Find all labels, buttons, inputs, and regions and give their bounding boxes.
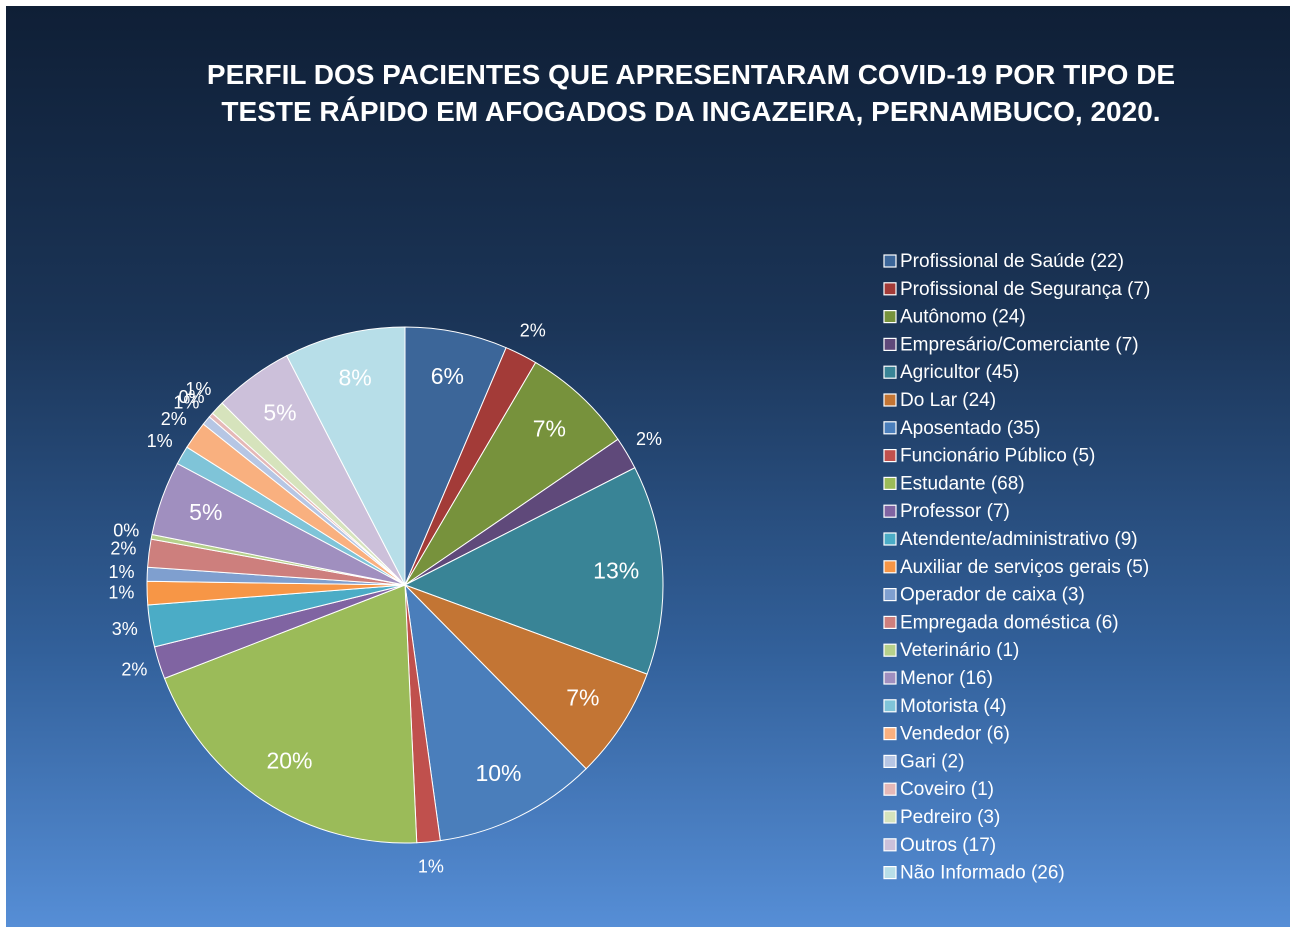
legend-swatch (883, 865, 897, 880)
legend-swatch (883, 560, 897, 574)
legend-swatch (883, 310, 897, 324)
data-label: 1% (147, 431, 173, 451)
pie-slice (163, 584, 418, 844)
legend-label: Outros (17) (900, 835, 996, 856)
legend-swatch (883, 782, 897, 796)
legend-swatch (883, 282, 897, 296)
legend-label: Estudante (68) (900, 473, 1025, 494)
data-label: 2% (110, 539, 136, 559)
legend-label: Empresário/Comerciante (7) (900, 334, 1139, 355)
pie-slice (403, 467, 664, 675)
legend-label: Do Lar (24) (900, 390, 996, 411)
legend-label: Vendedor (6) (900, 724, 1010, 745)
data-label: 7% (566, 685, 599, 711)
legend-swatch (883, 393, 897, 407)
chart-area: PERFIL DOS PACIENTES QUE APRESENTARAM CO… (6, 6, 1290, 927)
legend-swatch (883, 421, 897, 435)
data-label: 2% (520, 320, 546, 340)
legend-label: Agricultor (45) (900, 362, 1019, 383)
data-label: 8% (338, 364, 371, 390)
pie-slice (404, 361, 619, 586)
data-label: 6% (431, 363, 464, 389)
data-label: 7% (533, 415, 566, 441)
legend-swatch (883, 476, 897, 490)
data-label: 2% (636, 429, 662, 449)
data-label: 1% (173, 393, 199, 413)
legend-label: Menor (16) (900, 668, 993, 689)
legend-label: Veterinário (1) (900, 640, 1019, 661)
data-label: 3% (112, 619, 138, 639)
legend-swatch (883, 810, 897, 824)
data-label: 13% (593, 557, 639, 583)
legend-label: Atendente/administrativo (9) (900, 529, 1138, 550)
legend-swatch (883, 254, 897, 268)
legend-swatch (883, 615, 897, 630)
legend-swatch (883, 365, 897, 379)
legend-swatch (883, 699, 897, 713)
legend-label: Auxiliar de serviços gerais (5) (900, 557, 1149, 578)
legend-label: Gari (2) (900, 751, 964, 772)
legend-label: Operador de caixa (3) (900, 585, 1085, 606)
legend-swatch (883, 838, 897, 852)
data-label: 2% (161, 409, 187, 429)
data-label: 1% (108, 583, 134, 603)
legend-label: Não Informado (26) (900, 863, 1065, 884)
legend-label: Profissional de Saúde (22) (900, 251, 1124, 272)
data-label: 5% (263, 399, 296, 425)
legend-label: Empregada doméstica (6) (900, 612, 1119, 633)
data-label: 0% (178, 387, 204, 407)
data-label: 1% (108, 562, 134, 582)
legend-swatch (883, 671, 897, 685)
legend-label: Pedreiro (3) (900, 807, 1000, 828)
data-label: 20% (266, 747, 312, 773)
chart-title: PERFIL DOS PACIENTES QUE APRESENTARAM CO… (206, 59, 1176, 127)
legend-swatch (883, 449, 897, 463)
legend-label: Aposentado (35) (900, 418, 1041, 439)
legend-label: Motorista (4) (900, 696, 1007, 717)
legend-swatch (883, 754, 897, 769)
legend-swatch (883, 504, 897, 518)
data-label: 10% (475, 760, 521, 786)
pie-slice (286, 326, 406, 586)
legend-label: Autônomo (24) (900, 307, 1026, 328)
legend-label: Professor (7) (900, 501, 1010, 522)
data-label: 1% (418, 856, 444, 876)
pie-slice (404, 584, 648, 770)
legend-swatch (883, 587, 897, 602)
legend-label: Funcionário Público (5) (900, 446, 1095, 467)
chart: 6%2%7% 2%13%7%10%1%20%2%3%1%1%2%0%5%1%2%1… (108, 251, 1150, 884)
data-label: 2% (121, 659, 147, 679)
legend-label: Coveiro (1) (900, 779, 994, 800)
data-label: 1% (185, 379, 211, 399)
legend-swatch (883, 726, 897, 741)
legend-swatch (883, 337, 897, 351)
pie-slice (404, 583, 587, 842)
data-label: 5% (189, 499, 222, 525)
data-label: 0% (113, 521, 139, 541)
legend-swatch (883, 532, 897, 546)
legend-label: Profissional de Segurança (7) (900, 279, 1150, 300)
legend-swatch (883, 643, 897, 657)
